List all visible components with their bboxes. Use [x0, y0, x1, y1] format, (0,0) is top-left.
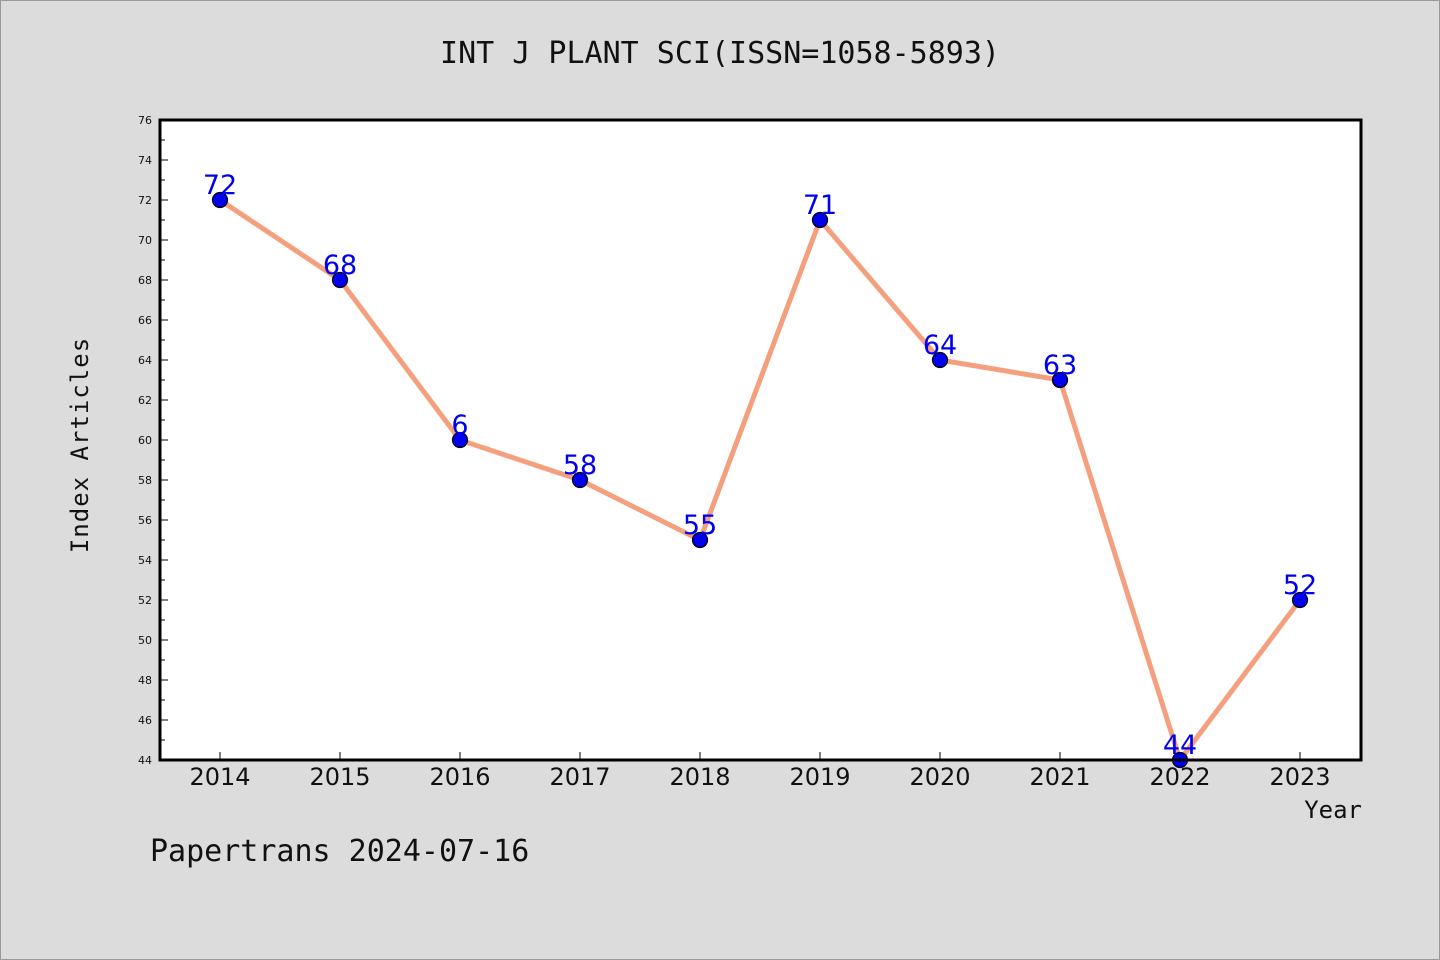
y-tick-label: 50	[138, 634, 152, 647]
y-tick-label: 64	[138, 354, 152, 367]
y-tick-label: 48	[138, 674, 152, 687]
x-tick-label: 2020	[909, 763, 970, 791]
x-tick-label: 2018	[669, 763, 730, 791]
data-label: 72	[203, 170, 237, 201]
y-tick-label: 70	[138, 234, 152, 247]
y-tick-label: 54	[138, 554, 152, 567]
x-tick-label: 2016	[429, 763, 490, 791]
data-point	[1051, 371, 1069, 389]
x-tick-label: 2023	[1269, 763, 1330, 791]
plot-frame	[158, 118, 1363, 762]
y-tick-label: 46	[138, 714, 152, 727]
x-tick-label: 2017	[549, 763, 610, 791]
y-tick-label: 66	[138, 314, 152, 327]
x-tick-label: 2019	[789, 763, 850, 791]
footer-text: Papertrans 2024-07-16	[150, 834, 530, 869]
data-point	[211, 191, 229, 209]
data-label: 52	[1283, 570, 1317, 601]
data-label: 63	[1043, 350, 1077, 381]
y-tick-label: 74	[138, 154, 152, 167]
data-point	[331, 271, 349, 289]
y-tick-label: 68	[138, 274, 152, 287]
y-tick-label: 60	[138, 434, 152, 447]
data-label: 6	[451, 410, 468, 441]
data-label: 58	[563, 450, 597, 481]
x-tick-label: 2021	[1029, 763, 1090, 791]
data-label: 71	[803, 190, 837, 221]
y-tick-label: 58	[138, 474, 152, 487]
chart-title: INT J PLANT SCI(ISSN=1058-5893)	[440, 36, 1000, 71]
data-point	[571, 471, 589, 489]
y-tick-label: 62	[138, 394, 152, 407]
y-tick-label: 76	[138, 114, 152, 127]
y-tick-label: 44	[138, 754, 152, 767]
data-point	[931, 351, 949, 369]
data-point	[691, 531, 709, 549]
x-axis-ticks: 2014 2015 2016 2017 2018 2019 2020 2021 2022 2023	[189, 752, 1331, 791]
y-tick-label: 72	[138, 194, 152, 207]
y-tick-label: 52	[138, 594, 152, 607]
data-label: 44	[1163, 730, 1197, 761]
data-label: 68	[323, 250, 357, 281]
series-line	[217, 197, 1303, 763]
plot-area	[160, 120, 1361, 760]
y-axis-ticks: 44 46 48 50 52 54 56 58 60 62 64 66 68 70 72 74 76	[138, 114, 168, 767]
x-tick-label: 2014	[189, 763, 250, 791]
data-point	[451, 431, 469, 449]
data-labels-group: 72 68 6 58 55 71 64 63 44 52	[203, 170, 1317, 761]
y-tick-label: 56	[138, 514, 152, 527]
data-point	[1291, 591, 1309, 609]
data-label: 64	[923, 330, 957, 361]
y-axis-label: Index Articles	[66, 336, 94, 554]
x-tick-label: 2015	[309, 763, 370, 791]
data-point	[811, 211, 829, 229]
data-label: 55	[683, 510, 717, 541]
x-axis-label: Year	[1304, 796, 1362, 824]
